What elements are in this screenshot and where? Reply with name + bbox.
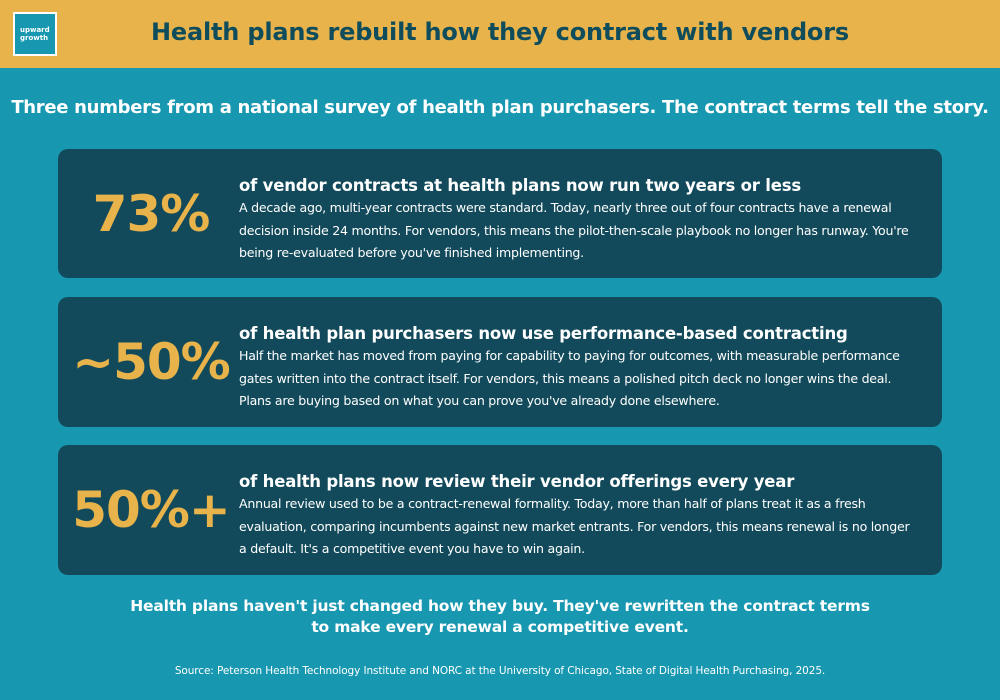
header-bar: upward growth Health plans rebuilt how t… <box>0 0 1000 68</box>
stat-card-body: of health plans now review their vendor … <box>239 471 920 561</box>
stat-card-body: of health plan purchasers now use perfor… <box>239 323 920 413</box>
source-citation: Source: Peterson Health Technology Insti… <box>174 665 826 677</box>
stat-value: ~50% <box>72 333 231 391</box>
stat-description: A decade ago, multi-year contracts were … <box>239 200 909 260</box>
stat-heading: of health plan purchasers now use perfor… <box>239 324 848 343</box>
conclusion-text: Health plans haven't just changed how th… <box>110 596 890 638</box>
stat-value: 73% <box>92 184 211 243</box>
stat-card-body: of vendor contracts at health plans now … <box>239 175 920 265</box>
stat-card-annual-review: 50%+ of health plans now review their ve… <box>58 445 942 575</box>
logo-line-2: growth <box>20 34 49 42</box>
stat-value: 50%+ <box>72 481 231 539</box>
logo-line-1: upward <box>20 26 50 34</box>
stat-description: Half the market has moved from paying fo… <box>239 348 900 408</box>
conclusion-line-1: Health plans haven't just changed how th… <box>130 597 870 615</box>
conclusion-line-2: to make every renewal a competitive even… <box>311 618 689 636</box>
page-title: Health plans rebuilt how they contract w… <box>151 18 849 46</box>
stat-card-performance-contracting: ~50% of health plan purchasers now use p… <box>58 297 942 427</box>
stat-heading: of health plans now review their vendor … <box>239 472 795 491</box>
upward-growth-logo: upward growth <box>13 12 57 56</box>
page-subtitle: Three numbers from a national survey of … <box>11 97 989 118</box>
stat-card-contract-length: 73% of vendor contracts at health plans … <box>58 149 942 278</box>
stat-heading: of vendor contracts at health plans now … <box>239 176 801 195</box>
stat-description: Annual review used to be a contract-rene… <box>239 496 910 556</box>
